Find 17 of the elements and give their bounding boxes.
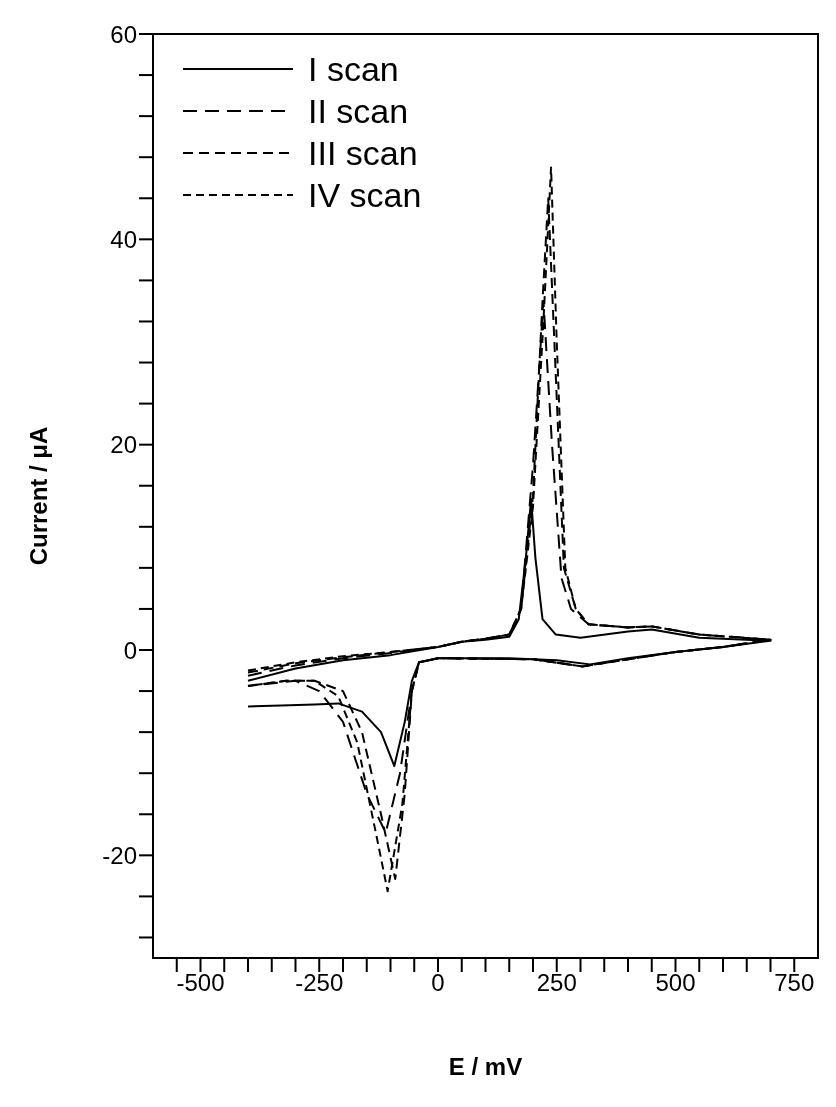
legend-label: I scan [308, 50, 399, 88]
y-tick-label: 40 [110, 225, 137, 253]
x-axis-title: E / mV [448, 1053, 523, 1081]
x-tick-label: 750 [774, 969, 815, 997]
x-tick-label: 500 [655, 969, 696, 997]
legend-label: III scan [308, 134, 418, 172]
y-tick-label: -20 [102, 841, 137, 869]
legend-label: IV scan [308, 176, 422, 214]
x-tick-label: 250 [536, 969, 577, 997]
legend-label: II scan [308, 92, 409, 130]
x-tick-label: 0 [431, 969, 445, 997]
y-axis-title: Current / μA [24, 426, 52, 566]
y-tick-label: 20 [110, 431, 137, 459]
y-tick-label: 0 [123, 636, 137, 664]
y-tick-label: 60 [110, 20, 137, 48]
x-tick-label: -500 [176, 969, 225, 997]
x-tick-label: -250 [295, 969, 344, 997]
